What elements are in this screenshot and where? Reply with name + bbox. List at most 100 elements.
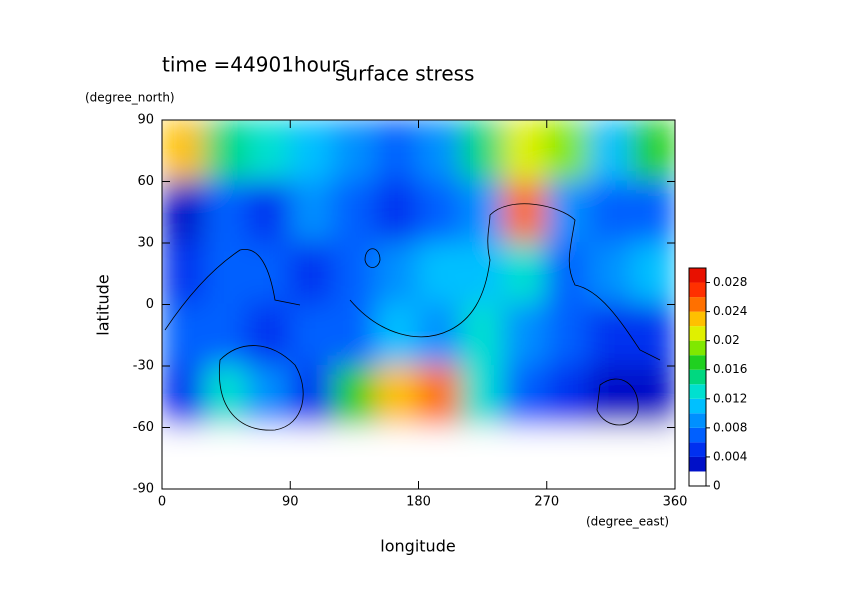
- coastlines: [164, 203, 661, 431]
- field-cell: [332, 180, 377, 244]
- field-cell: [503, 426, 548, 489]
- colorbar-tick-label: 0.028: [713, 275, 747, 289]
- field-cell: [588, 120, 634, 183]
- coastline: [164, 249, 301, 331]
- field-cell: [460, 426, 505, 489]
- field-cell: [460, 303, 505, 367]
- field-cell: [203, 303, 249, 367]
- chart-title: surface stress: [335, 62, 474, 86]
- field-cell: [588, 180, 634, 244]
- colorbar-tick-label: 0: [713, 479, 721, 493]
- y-tick-label: -90: [133, 482, 154, 497]
- y-tick-label: 30: [137, 236, 154, 251]
- field-cell: [289, 180, 334, 244]
- field-cell: [588, 242, 634, 306]
- field-cell: [162, 303, 206, 367]
- field-cell: [503, 242, 548, 306]
- field-cell: [460, 242, 505, 306]
- colorbar-swatch: [689, 456, 706, 472]
- colorbar-swatch: [689, 427, 706, 443]
- field-cell: [374, 365, 420, 429]
- field-cell: [246, 303, 292, 367]
- field-cell: [503, 180, 548, 244]
- field-cell: [289, 303, 334, 367]
- field-cell: [588, 303, 634, 367]
- field-cell: [246, 120, 292, 183]
- field-cell: [332, 242, 377, 306]
- field-cell: [417, 120, 463, 183]
- field-cell: [374, 303, 420, 367]
- colorbar-tick-label: 0.02: [713, 333, 740, 347]
- field-cell: [417, 303, 463, 367]
- field-cell: [545, 120, 591, 183]
- field-cell: [289, 242, 334, 306]
- field-cell: [460, 365, 505, 429]
- colorbar-swatch: [689, 442, 706, 457]
- cells: [162, 120, 675, 489]
- colorbar-swatch: [689, 340, 706, 356]
- field-cell: [545, 365, 591, 429]
- field-cell: [246, 365, 292, 429]
- field-cell: [545, 426, 591, 489]
- field-cell: [460, 120, 505, 183]
- field-cell: [162, 120, 206, 183]
- field-cell: [631, 180, 675, 244]
- colorbar-frame: [688, 267, 707, 487]
- field-cell: [503, 365, 548, 429]
- field-cell: [631, 120, 675, 183]
- field-cell: [631, 303, 675, 367]
- y-tick-label: -30: [133, 359, 154, 374]
- field-cell: [503, 303, 548, 367]
- field-cell: [289, 365, 334, 429]
- field-cell: [417, 426, 463, 489]
- colorbar-swatch: [689, 311, 706, 327]
- field-cell: [162, 242, 206, 306]
- field-cell: [332, 365, 377, 429]
- field-cell: [374, 426, 420, 489]
- coastline: [364, 248, 381, 268]
- y-axis-label: latitude: [94, 274, 113, 335]
- field-cell: [588, 365, 634, 429]
- x-axis-label: longitude: [380, 537, 455, 556]
- colorbar-swatch: [689, 268, 706, 283]
- field-cell: [162, 365, 206, 429]
- x-tick-label: 270: [534, 495, 559, 510]
- colorbar-tick-label: 0.024: [713, 304, 747, 318]
- x-tick-label: 360: [663, 495, 688, 510]
- y-tick-label: -60: [133, 420, 154, 435]
- coastline: [218, 345, 304, 431]
- field-cell: [203, 180, 249, 244]
- field: [162, 120, 675, 489]
- colorbar-swatch: [689, 413, 706, 428]
- field-cell: [332, 303, 377, 367]
- colorbar-swatch: [689, 297, 706, 312]
- y-tick-label: 0: [146, 297, 154, 312]
- colorbar-swatch: [689, 326, 706, 341]
- coastline: [596, 378, 639, 426]
- field-cell: [332, 120, 377, 183]
- field-cell: [631, 426, 675, 489]
- colorbar-tick-label: 0.008: [713, 420, 747, 434]
- y-tick-label: 60: [137, 174, 154, 189]
- field-cell: [289, 426, 334, 489]
- field-cell: [332, 426, 377, 489]
- field-cell: [503, 120, 548, 183]
- field-cell: [289, 120, 334, 183]
- field-cell: [417, 365, 463, 429]
- coastline: [349, 214, 491, 338]
- field-cell: [460, 180, 505, 244]
- field-cell: [203, 120, 249, 183]
- field-cell: [545, 242, 591, 306]
- field-cell: [374, 180, 420, 244]
- field-cell: [203, 365, 249, 429]
- colorbar-tick-label: 0.004: [713, 449, 747, 463]
- field-cell: [203, 426, 249, 489]
- field-cell: [246, 180, 292, 244]
- field-cell: [417, 242, 463, 306]
- colorbar-swatch: [689, 369, 706, 385]
- field-cell: [588, 426, 634, 489]
- colorbar-swatch: [689, 398, 706, 414]
- field-cell: [162, 426, 206, 489]
- field-cell: [545, 303, 591, 367]
- x-tick-label: 0: [158, 495, 166, 510]
